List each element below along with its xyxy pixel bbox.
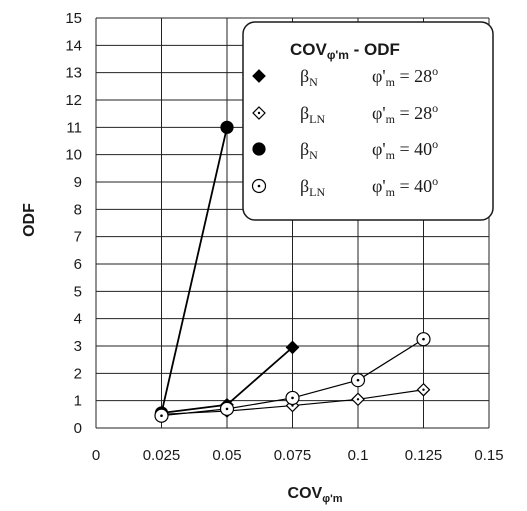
x-tick-label: 0.075 xyxy=(274,447,312,464)
y-tick-label: 3 xyxy=(74,338,82,355)
legend-beta: βN xyxy=(300,139,318,162)
x-tick-label: 0.05 xyxy=(212,447,241,464)
legend-beta: βN xyxy=(300,66,318,89)
series xyxy=(154,120,431,423)
data-point xyxy=(285,340,300,355)
legend-title-main: COV xyxy=(290,40,328,59)
legend-phi: φ'm = 28o xyxy=(372,64,438,89)
series-line-3 xyxy=(160,127,228,414)
y-tick-label: 13 xyxy=(65,65,82,82)
legend-marker xyxy=(251,178,267,194)
legend-beta: βLN xyxy=(300,176,326,199)
y-tick-label: 12 xyxy=(65,92,82,109)
legend-entry-4: βLN φ'm = 40o xyxy=(251,174,438,199)
legend-entry-1: βN φ'm = 28o xyxy=(252,64,438,89)
y-tick-label: 9 xyxy=(74,174,82,191)
legend-box xyxy=(242,21,494,221)
y-axis-title: ODF xyxy=(21,203,38,237)
y-tick-label: 11 xyxy=(66,119,82,136)
y-tick-label: 15 xyxy=(65,10,82,27)
x-axis-title-sub: φ'm xyxy=(322,493,342,505)
y-tick-label: 4 xyxy=(74,311,82,328)
y-tick-label: 1 xyxy=(74,393,82,410)
legend: COVφ'm - ODF βN φ'm = 28o βLN φ'm = 28o βN φ'… xyxy=(242,21,494,221)
legend-entry-2: βLN φ'm = 28o xyxy=(252,101,438,126)
data-point xyxy=(416,332,431,347)
legend-title-sub: φ'm xyxy=(327,48,349,62)
y-tick-label: 0 xyxy=(74,420,82,437)
data-point xyxy=(416,382,431,397)
y-tick-label: 2 xyxy=(74,365,82,382)
y-tick-label: 8 xyxy=(74,201,82,218)
x-tick-label: 0.1 xyxy=(348,447,369,464)
x-tick-labels: 0 0.025 0.05 0.075 0.1 0.125 0.15 xyxy=(92,447,504,464)
legend-phi: φ'm = 40o xyxy=(372,174,438,199)
data-point xyxy=(219,401,235,416)
legend-entries: βN φ'm = 28o βLN φ'm = 28o βN φ'm = 40o βLN φ'm… xyxy=(251,64,438,199)
y-tick-label: 10 xyxy=(65,147,82,164)
x-tick-label: 0 xyxy=(92,447,100,464)
legend-beta: βLN xyxy=(300,103,326,126)
legend-entry-3: βN φ'm = 40o xyxy=(252,137,438,162)
y-tick-label: 14 xyxy=(65,37,82,54)
data-point xyxy=(220,120,234,134)
x-tick-label: 0.15 xyxy=(474,447,503,464)
legend-marker xyxy=(252,142,266,156)
y-tick-label: 7 xyxy=(74,229,82,246)
x-tick-label: 0.125 xyxy=(405,447,443,464)
legend-phi: φ'm = 40o xyxy=(372,137,438,162)
legend-marker xyxy=(252,69,266,83)
legend-marker xyxy=(252,106,266,120)
data-point xyxy=(154,408,169,423)
legend-phi: φ'm = 28o xyxy=(372,101,438,126)
data-point xyxy=(351,392,365,407)
y-tick-label: 6 xyxy=(74,256,82,273)
data-point xyxy=(285,390,300,406)
y-tick-label: 5 xyxy=(74,283,82,300)
legend-title-rest: - ODF xyxy=(349,40,400,59)
x-axis-title: COVφ'm xyxy=(288,485,343,505)
legend-title: COVφ'm - ODF xyxy=(290,40,400,62)
x-tick-label: 0.025 xyxy=(143,447,181,464)
data-point xyxy=(350,373,366,388)
x-axis-title-main: COV xyxy=(288,485,323,502)
